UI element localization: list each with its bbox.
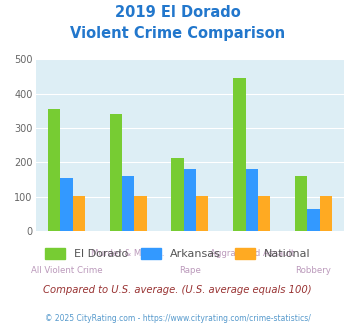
Bar bbox=[196, 196, 208, 231]
Text: Murder & Mans...: Murder & Mans... bbox=[91, 249, 165, 258]
Bar bbox=[184, 169, 196, 231]
Text: Compared to U.S. average. (U.S. average equals 100): Compared to U.S. average. (U.S. average … bbox=[43, 285, 312, 295]
Bar bbox=[122, 176, 134, 231]
Bar bbox=[110, 114, 122, 231]
Bar bbox=[295, 176, 307, 231]
Bar bbox=[258, 196, 270, 231]
Text: 2019 El Dorado: 2019 El Dorado bbox=[115, 5, 240, 20]
Bar bbox=[246, 169, 258, 231]
Text: Aggravated Assault: Aggravated Assault bbox=[209, 249, 294, 258]
Bar bbox=[307, 209, 320, 231]
Bar bbox=[171, 158, 184, 231]
Text: Robbery: Robbery bbox=[295, 266, 332, 275]
Bar bbox=[72, 196, 85, 231]
Bar bbox=[320, 196, 332, 231]
Bar bbox=[48, 109, 60, 231]
Text: Rape: Rape bbox=[179, 266, 201, 275]
Bar bbox=[60, 178, 72, 231]
Bar bbox=[134, 196, 147, 231]
Text: Violent Crime Comparison: Violent Crime Comparison bbox=[70, 26, 285, 41]
Legend: El Dorado, Arkansas, National: El Dorado, Arkansas, National bbox=[40, 243, 315, 263]
Bar bbox=[233, 78, 246, 231]
Text: © 2025 CityRating.com - https://www.cityrating.com/crime-statistics/: © 2025 CityRating.com - https://www.city… bbox=[45, 314, 310, 323]
Text: All Violent Crime: All Violent Crime bbox=[31, 266, 102, 275]
